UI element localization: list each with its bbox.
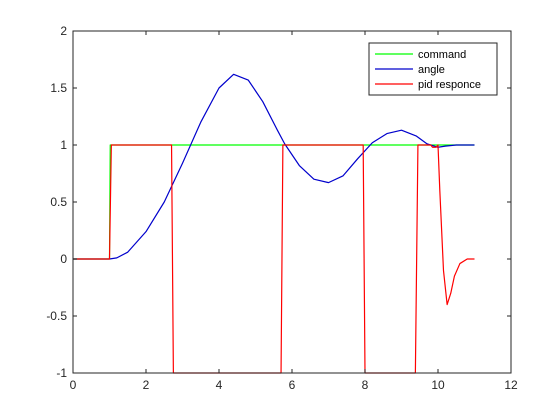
y-tick-label: 0.5 xyxy=(50,195,67,209)
x-tick-label: 6 xyxy=(289,378,296,392)
x-tick-label: 0 xyxy=(70,378,77,392)
x-tick-label: 2 xyxy=(143,378,150,392)
legend-label-angle: angle xyxy=(418,64,445,76)
y-tick-label: 1.5 xyxy=(50,81,67,95)
y-tick-label: -0.5 xyxy=(46,309,67,323)
x-tick-label: 8 xyxy=(362,378,369,392)
series-line-pid-responce xyxy=(73,144,475,374)
x-tick-label: 12 xyxy=(504,378,518,392)
y-tick-label: 0 xyxy=(60,252,67,266)
legend-label-command: command xyxy=(418,49,466,61)
y-tick-label: 1 xyxy=(60,138,67,152)
series-line-angle xyxy=(73,73,475,260)
legend-label-pid-responce: pid responce xyxy=(418,79,481,91)
x-tick-label: 4 xyxy=(216,378,223,392)
legend: command angle pid responce xyxy=(368,42,498,96)
axes: 0 2 4 6 8 10 12 -1 -0.5 0 0.5 1 1.5 2 xyxy=(46,24,518,392)
series-group xyxy=(73,73,475,374)
y-tick-label: 2 xyxy=(60,24,67,38)
y-tick-label: -1 xyxy=(56,366,67,380)
x-tick-label: 10 xyxy=(431,378,445,392)
